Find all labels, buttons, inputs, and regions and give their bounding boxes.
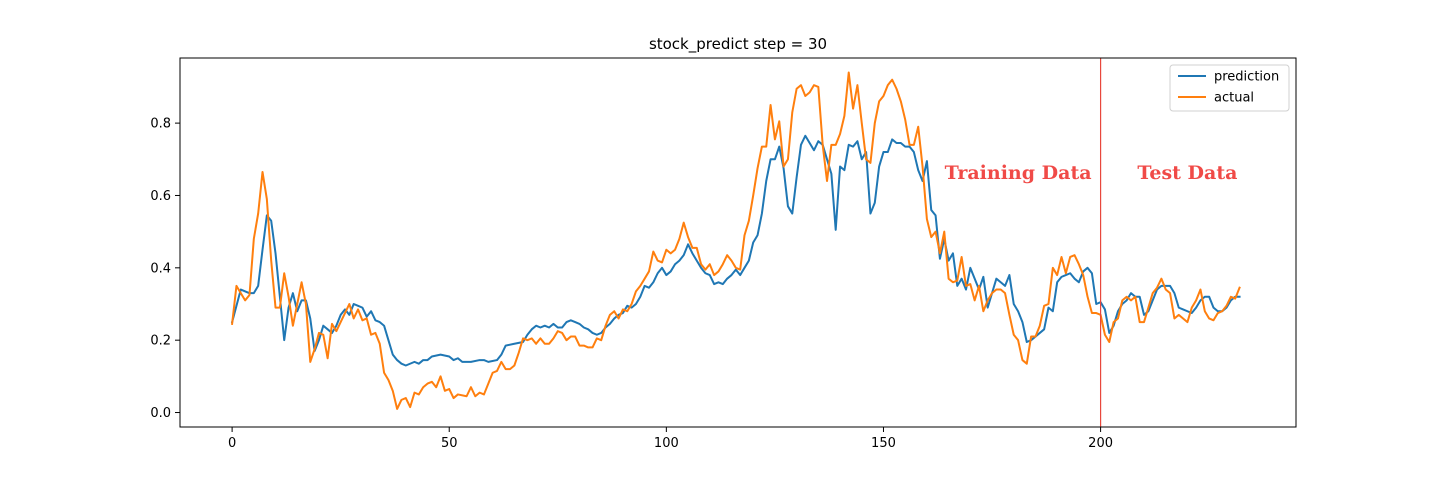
plot-frame — [179, 57, 1297, 428]
series-line-actual — [231, 71, 1241, 410]
legend: prediction actual — [1169, 64, 1290, 112]
training-data-label: Training Data — [945, 162, 1092, 184]
legend-label-actual: actual — [1214, 91, 1254, 106]
y-tick-label: 0.4 — [150, 261, 171, 276]
annotation-layer: Training Data Test Data — [945, 58, 1237, 427]
y-tick-label: 0.8 — [150, 117, 171, 132]
x-tick-label: 150 — [871, 436, 896, 451]
test-data-label: Test Data — [1137, 162, 1237, 184]
chart-title: stock_predict step = 30 — [649, 35, 827, 54]
plot-layer — [230, 71, 1241, 410]
y-tick-label: 0.6 — [150, 189, 171, 204]
axes-layer: 0 50 100 150 200 0.0 0.2 0.4 0.6 0.8 — [150, 57, 1297, 451]
x-tick-label: 50 — [441, 436, 458, 451]
x-tick-label: 0 — [228, 436, 236, 451]
x-tick-label: 100 — [654, 436, 679, 451]
y-tick-label: 0.2 — [150, 334, 171, 349]
series-line-prediction — [230, 134, 1241, 367]
y-tick-label: 0.0 — [150, 406, 171, 421]
x-tick-label: 200 — [1088, 436, 1113, 451]
legend-label-prediction: prediction — [1214, 70, 1279, 85]
